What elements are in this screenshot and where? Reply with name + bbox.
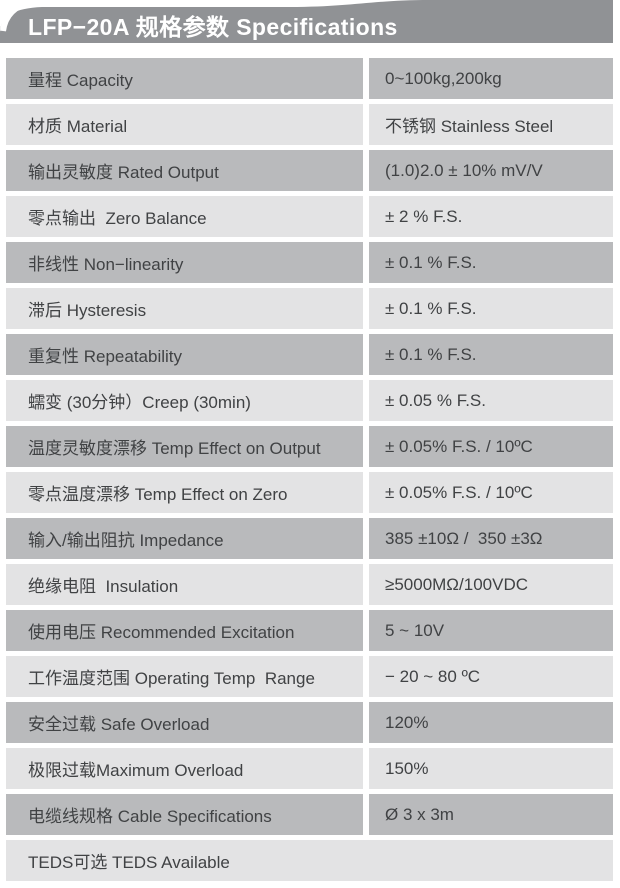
- row-label: 输出灵敏度 Rated Output: [6, 150, 363, 191]
- title-bar-background: [0, 0, 613, 43]
- table-row: 零点温度漂移 Temp Effect on Zero ± 0.05% F.S. /…: [6, 472, 613, 513]
- table-row: TEDS可选 TEDS Available: [6, 840, 613, 881]
- table-row: 安全过载 Safe Overload 120%: [6, 702, 613, 743]
- row-label: 量程 Capacity: [6, 58, 363, 99]
- row-label: 蠕变 (30分钟）Creep (30min): [6, 380, 363, 421]
- table-row: 材质 Material 不锈钢 Stainless Steel: [6, 104, 613, 145]
- row-label: 极限过载Maximum Overload: [6, 748, 363, 789]
- row-label: 输入/输出阻抗 Impedance: [6, 518, 363, 559]
- row-value: 120%: [369, 702, 613, 743]
- table-row: 工作温度范围 Operating Temp Range − 20 ~ 80 ºC: [6, 656, 613, 697]
- title-bar-shape: [0, 0, 613, 43]
- row-value: Ø 3 x 3m: [369, 794, 613, 835]
- row-label: 非线性 Non−linearity: [6, 242, 363, 283]
- row-label: 电缆线规格 Cable Specifications: [6, 794, 363, 835]
- row-value: ± 0.1 % F.S.: [369, 334, 613, 375]
- row-value: 385 ±10Ω / 350 ±3Ω: [369, 518, 613, 559]
- row-label: 重复性 Repeatability: [6, 334, 363, 375]
- row-value: ± 0.05 % F.S.: [369, 380, 613, 421]
- row-value: ± 2 % F.S.: [369, 196, 613, 237]
- row-label: 零点输出 Zero Balance: [6, 196, 363, 237]
- table-row: 量程 Capacity 0~100kg,200kg: [6, 58, 613, 99]
- row-value: (1.0)2.0 ± 10% mV/V: [369, 150, 613, 191]
- page-title: LFP−20A 规格参数 Specifications: [28, 14, 398, 40]
- row-label: 温度灵敏度漂移 Temp Effect on Output: [6, 426, 363, 467]
- table-row: 重复性 Repeatability ± 0.1 % F.S.: [6, 334, 613, 375]
- row-value: 不锈钢 Stainless Steel: [369, 104, 613, 145]
- row-value: ± 0.1 % F.S.: [369, 242, 613, 283]
- row-value: ± 0.1 % F.S.: [369, 288, 613, 329]
- row-value: ± 0.05% F.S. / 10ºC: [369, 472, 613, 513]
- row-label: TEDS可选 TEDS Available: [6, 840, 613, 881]
- row-label: 安全过载 Safe Overload: [6, 702, 363, 743]
- table-row: 输出灵敏度 Rated Output (1.0)2.0 ± 10% mV/V: [6, 150, 613, 191]
- table-row: 输入/输出阻抗 Impedance 385 ±10Ω / 350 ±3Ω: [6, 518, 613, 559]
- row-label: 零点温度漂移 Temp Effect on Zero: [6, 472, 363, 513]
- row-value: 5 ~ 10V: [369, 610, 613, 651]
- table-row: 极限过载Maximum Overload 150%: [6, 748, 613, 789]
- table-row: 滞后 Hysteresis ± 0.1 % F.S.: [6, 288, 613, 329]
- row-label: 工作温度范围 Operating Temp Range: [6, 656, 363, 697]
- row-value: − 20 ~ 80 ºC: [369, 656, 613, 697]
- table-row: 零点输出 Zero Balance ± 2 % F.S.: [6, 196, 613, 237]
- table-row: 非线性 Non−linearity ± 0.1 % F.S.: [6, 242, 613, 283]
- row-label: 滞后 Hysteresis: [6, 288, 363, 329]
- corner-arc-decoration: [0, 0, 32, 32]
- table-row: 电缆线规格 Cable Specifications Ø 3 x 3m: [6, 794, 613, 835]
- row-value: 150%: [369, 748, 613, 789]
- table-row: 温度灵敏度漂移 Temp Effect on Output ± 0.05% F.S…: [6, 426, 613, 467]
- row-value: ≥5000MΩ/100VDC: [369, 564, 613, 605]
- row-label: 使用电压 Recommended Excitation: [6, 610, 363, 651]
- row-label: 绝缘电阻 Insulation: [6, 564, 363, 605]
- row-value: ± 0.05% F.S. / 10ºC: [369, 426, 613, 467]
- row-label: 材质 Material: [6, 104, 363, 145]
- table-row: 绝缘电阻 Insulation ≥5000MΩ/100VDC: [6, 564, 613, 605]
- table-row: 使用电压 Recommended Excitation 5 ~ 10V: [6, 610, 613, 651]
- row-value: 0~100kg,200kg: [369, 58, 613, 99]
- spec-table: 量程 Capacity 0~100kg,200kg 材质 Material 不锈钢 S…: [6, 58, 613, 886]
- table-row: 蠕变 (30分钟）Creep (30min) ± 0.05 % F.S.: [6, 380, 613, 421]
